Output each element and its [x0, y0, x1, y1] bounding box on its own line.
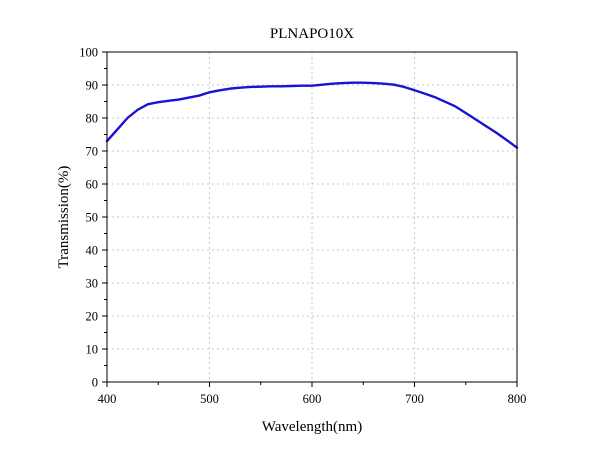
data-point: [126, 117, 129, 119]
data-point: [352, 81, 354, 84]
data-point: [495, 131, 498, 134]
data-point: [331, 82, 334, 85]
data-point: [218, 89, 221, 92]
data-point: [403, 86, 406, 88]
data-point: [270, 85, 272, 88]
y-axis-label: Transmission(%): [56, 166, 72, 269]
data-point: [208, 91, 211, 94]
data-point: [198, 94, 201, 97]
data-point: [485, 125, 488, 128]
x-tick-label: 500: [200, 392, 219, 406]
y-tick-label: 80: [86, 112, 99, 126]
data-point: [147, 103, 149, 106]
data-point: [280, 85, 283, 88]
x-tick-label: 700: [405, 392, 424, 406]
y-tick-label: 20: [86, 310, 99, 324]
tick-labels: 400 500 600 700 800 0 10 20 30 40 50 60 70 80 90 100: [79, 46, 526, 407]
data-point: [229, 87, 231, 90]
data-point: [311, 84, 313, 87]
data-point: [167, 99, 170, 102]
data-point: [434, 96, 436, 99]
data-point: [341, 82, 344, 84]
y-tick-label: 10: [86, 343, 99, 357]
data-point: [300, 84, 303, 87]
data-point: [157, 101, 160, 104]
y-tick-label: 40: [86, 244, 99, 258]
data-point: [321, 83, 324, 86]
x-tick-label: 400: [98, 392, 117, 406]
chart-title: PLNAPO10X: [270, 26, 354, 42]
data-point: [188, 96, 190, 99]
y-tick-label: 50: [86, 211, 99, 225]
x-tick-label: 800: [508, 392, 527, 406]
data-point: [362, 81, 365, 84]
y-tick-label: 100: [79, 46, 98, 60]
data-point: [444, 100, 447, 103]
x-axis-label: Wavelength(nm): [262, 419, 362, 435]
data-point: [136, 108, 139, 111]
x-tick-label: 600: [303, 392, 322, 406]
data-point: [464, 112, 467, 114]
data-point: [177, 98, 180, 101]
y-tick-label: 60: [86, 178, 99, 192]
data-point: [413, 89, 416, 92]
data-point: [505, 139, 508, 142]
data-point: [372, 82, 375, 84]
data-point: [249, 86, 252, 88]
y-tick-label: 70: [86, 145, 99, 159]
axis-ticks: [102, 51, 518, 387]
y-tick-label: 0: [92, 376, 98, 390]
data-point: [454, 105, 457, 108]
data-point: [290, 85, 293, 87]
data-point: [259, 85, 262, 88]
data-point: [423, 92, 426, 95]
data-point: [382, 82, 385, 85]
data-point: [239, 86, 242, 89]
data-point: [116, 128, 119, 131]
data-point: [475, 118, 477, 121]
y-tick-label: 30: [86, 277, 99, 291]
y-tick-label: 90: [86, 79, 99, 93]
data-point: [393, 83, 395, 86]
